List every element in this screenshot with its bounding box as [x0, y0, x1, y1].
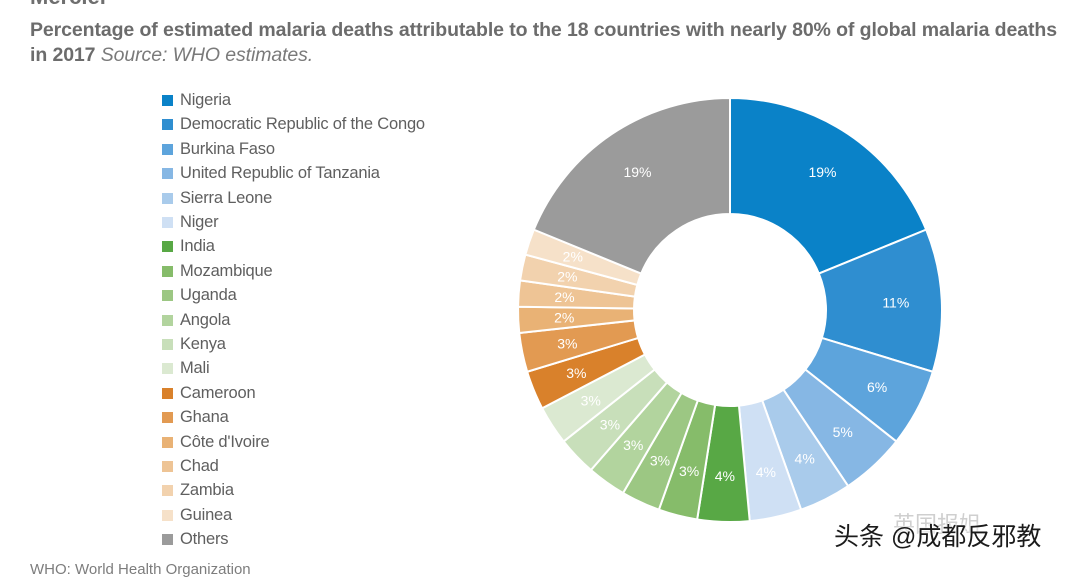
slice-label: 2% — [554, 310, 574, 326]
chart-source: Source: WHO estimates. — [100, 44, 314, 66]
legend-label: Others — [180, 530, 229, 549]
legend-swatch — [162, 314, 173, 326]
cut-off-heading: Mercier — [30, 0, 108, 8]
legend-label: Zambia — [180, 481, 234, 500]
legend-swatch — [162, 290, 173, 302]
watermark: 头条 @成都反邪教 — [834, 523, 1042, 551]
legend-label: Mozambique — [180, 261, 273, 280]
footnote: WHO: World Health Organization — [30, 561, 251, 578]
legend-swatch — [162, 192, 173, 204]
legend-label: Nigeria — [180, 91, 231, 109]
legend-label: Côte d'Ivoire — [180, 432, 270, 451]
slice-label: 3% — [679, 463, 699, 479]
chart-title: Percentage of estimated malaria deaths a… — [30, 19, 1057, 66]
legend-swatch — [162, 485, 173, 497]
slice-label: 3% — [581, 392, 601, 408]
legend-swatch — [162, 534, 173, 546]
legend-label: United Republic of Tanzania — [180, 164, 380, 183]
legend-label: Cameroon — [180, 383, 256, 402]
slice-label: 3% — [566, 365, 586, 381]
donut-slice — [729, 96, 928, 275]
legend-swatch — [162, 387, 173, 399]
legend-label: Chad — [180, 457, 219, 475]
legend-label: Kenya — [180, 335, 226, 353]
legend-swatch — [162, 95, 173, 106]
slice-label: 4% — [795, 450, 815, 466]
slice-label: 3% — [600, 417, 620, 433]
legend-label: Angola — [180, 310, 231, 329]
legend-swatch — [162, 339, 173, 350]
slice-label: 19% — [808, 164, 836, 180]
chart-title-block: Percentage of estimated malaria deaths a… — [30, 18, 1070, 68]
legend-swatch — [162, 509, 173, 521]
legend-label: Democratic Republic of the Congo — [180, 115, 425, 134]
legend-label: Sierra Leone — [180, 188, 273, 207]
legend-label: Burkina Faso — [180, 139, 275, 158]
slice-label: 2% — [557, 269, 577, 285]
faded-watermark: 英国报姐 — [893, 512, 982, 537]
donut-slice — [532, 96, 731, 275]
legend-label: Guinea — [180, 505, 233, 524]
legend-swatch — [162, 412, 173, 424]
legend-label: India — [180, 237, 215, 256]
slice-label: 11% — [882, 294, 909, 310]
legend-label: Ghana — [180, 408, 229, 427]
legend-swatch — [162, 436, 173, 448]
slice-label: 2% — [563, 249, 583, 265]
legend-swatch — [162, 119, 173, 131]
legend-label: Niger — [180, 213, 219, 231]
legend-swatch — [162, 143, 173, 155]
slice-label: 3% — [650, 453, 670, 469]
legend-swatch — [162, 241, 173, 253]
legend-swatch — [162, 363, 173, 375]
legend-swatch — [162, 461, 173, 472]
slice-label: 19% — [623, 164, 651, 180]
legend-swatch — [162, 217, 173, 228]
slice-label: 3% — [557, 335, 577, 351]
legend-swatch — [162, 168, 173, 180]
slice-label: 3% — [623, 437, 643, 453]
slice-label: 4% — [715, 468, 735, 484]
slice-label: 2% — [554, 289, 574, 305]
legend-label: Uganda — [180, 286, 237, 305]
legend-label: Mali — [180, 359, 210, 378]
slice-label: 6% — [867, 379, 887, 395]
legend-swatch — [162, 265, 173, 277]
slice-label: 5% — [833, 424, 853, 440]
slice-label: 4% — [756, 464, 776, 480]
